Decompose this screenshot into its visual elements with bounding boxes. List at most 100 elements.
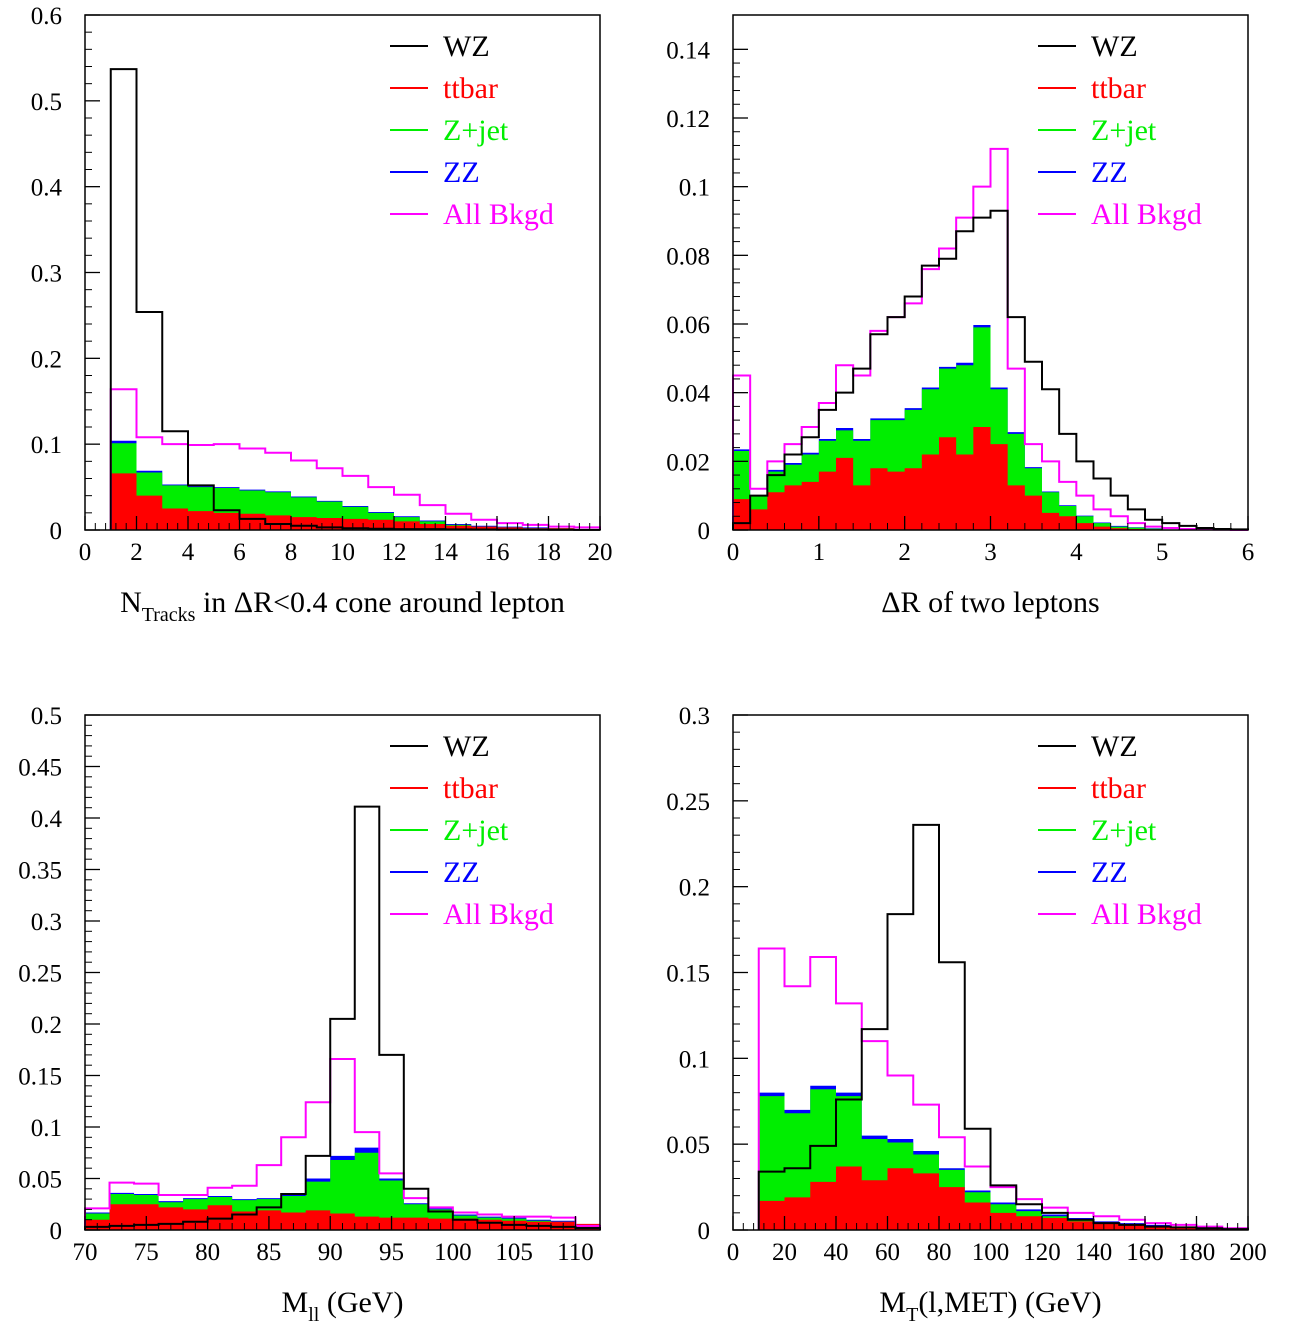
x-axis-title: NTracks in ΔR<0.4 cone around lepton bbox=[120, 586, 565, 626]
x-tick-label: 18 bbox=[536, 539, 561, 566]
legend-label: All Bkgd bbox=[1091, 898, 1202, 931]
legend-label: ttbar bbox=[1091, 772, 1146, 805]
y-tick-label: 0.25 bbox=[666, 789, 710, 816]
chart-panel-2: 0 1 2 3 4 5 6 0 0.02 0.04 0.06 0.08 0.1 0.12 0.14 ΔR of… bbox=[666, 15, 1254, 619]
y-tick-label: 0.1 bbox=[31, 432, 62, 459]
y-tick-label: 0.15 bbox=[18, 1064, 62, 1091]
hist-line-wz bbox=[111, 69, 600, 530]
x-tick-label: 4 bbox=[182, 539, 195, 566]
y-tick-label: 0.08 bbox=[666, 243, 710, 270]
x-tick-label: 1 bbox=[813, 539, 826, 566]
y-tick-label: 0.4 bbox=[31, 175, 63, 202]
legend-label: ttbar bbox=[443, 772, 498, 805]
x-tick-label: 10 bbox=[330, 539, 355, 566]
y-tick-label: 0.1 bbox=[679, 1046, 710, 1073]
x-tick-label: 4 bbox=[1070, 539, 1083, 566]
x-axis-title-subscript: T bbox=[906, 1304, 918, 1326]
y-tick-label: 0.15 bbox=[666, 961, 710, 988]
x-axis-title-rest: (l,MET) (GeV) bbox=[918, 1286, 1101, 1319]
x-tick-label: 20 bbox=[772, 1239, 797, 1266]
x-tick-label: 90 bbox=[318, 1239, 343, 1266]
y-tick-label: 0.2 bbox=[679, 875, 710, 902]
legend-label: ZZ bbox=[1091, 856, 1128, 889]
x-axis-title-main: N bbox=[120, 586, 142, 619]
x-axis-title-rest: in ΔR<0.4 cone around lepton bbox=[195, 586, 564, 619]
x-tick-label: 6 bbox=[1242, 539, 1255, 566]
x-axis-title-subscript: ll bbox=[308, 1304, 320, 1326]
y-tick-label: 0.06 bbox=[666, 312, 710, 339]
legend-label: ZZ bbox=[443, 156, 480, 189]
x-tick-label: 120 bbox=[1023, 1239, 1061, 1266]
x-tick-label: 2 bbox=[130, 539, 143, 566]
x-tick-label: 200 bbox=[1229, 1239, 1267, 1266]
legend-label: WZ bbox=[443, 30, 490, 63]
y-tick-label: 0.5 bbox=[31, 89, 62, 116]
y-tick-label: 0 bbox=[698, 518, 711, 545]
legend-label: WZ bbox=[1091, 730, 1138, 763]
y-tick-label: 0.12 bbox=[666, 106, 710, 133]
x-tick-label: 180 bbox=[1178, 1239, 1216, 1266]
legend-label: ttbar bbox=[443, 72, 498, 105]
x-tick-label: 0 bbox=[79, 539, 92, 566]
y-tick-label: 0.2 bbox=[31, 1012, 62, 1039]
y-tick-label: 0.1 bbox=[31, 1115, 62, 1142]
y-tick-label: 0.25 bbox=[18, 961, 62, 988]
y-tick-label: 0.4 bbox=[31, 806, 63, 833]
chart-panel-4: 0 20 40 60 80 100 120 140 160 180 200 0 0.05 0.1 0.15 0… bbox=[666, 703, 1267, 1326]
y-tick-label: 0.05 bbox=[666, 1132, 710, 1159]
y-tick-label: 0.3 bbox=[679, 703, 710, 730]
chart-panel-1: 0 2 4 6 8 10 12 14 16 18 2000.10.20.30.40.50.6NTra… bbox=[31, 3, 613, 626]
x-tick-label: 75 bbox=[134, 1239, 159, 1266]
x-axis-title-main: ΔR of two leptons bbox=[881, 586, 1099, 619]
x-tick-label: 160 bbox=[1126, 1239, 1164, 1266]
x-tick-label: 70 bbox=[73, 1239, 98, 1266]
chart-panel-3: 70 75 80 85 90 95 100 105 11000.050.10.150.20.25… bbox=[18, 703, 600, 1326]
y-tick-label: 0.1 bbox=[679, 175, 710, 202]
legend-label: Z+jet bbox=[443, 114, 509, 147]
legend-label: Z+jet bbox=[1091, 114, 1157, 147]
legend-label: All Bkgd bbox=[443, 898, 554, 931]
x-tick-label: 0 bbox=[727, 539, 740, 566]
y-tick-label: 0 bbox=[50, 1218, 63, 1245]
x-tick-label: 6 bbox=[233, 539, 246, 566]
x-tick-label: 40 bbox=[824, 1239, 849, 1266]
legend-label: All Bkgd bbox=[443, 198, 554, 231]
x-tick-label: 80 bbox=[927, 1239, 952, 1266]
x-tick-label: 80 bbox=[195, 1239, 220, 1266]
y-tick-label: 0.5 bbox=[31, 703, 62, 730]
plot-frame bbox=[85, 15, 600, 530]
x-axis-title: MT(l,MET) (GeV) bbox=[879, 1286, 1101, 1326]
x-tick-label: 16 bbox=[485, 539, 510, 566]
legend-label: ttbar bbox=[1091, 72, 1146, 105]
plot-frame bbox=[85, 715, 600, 1230]
x-axis-title: Mll (GeV) bbox=[282, 1286, 404, 1326]
x-tick-label: 5 bbox=[1156, 539, 1169, 566]
x-tick-label: 20 bbox=[588, 539, 613, 566]
x-axis-title-main: M bbox=[879, 1286, 906, 1319]
y-tick-label: 0.3 bbox=[31, 909, 62, 936]
legend-label: Z+jet bbox=[443, 814, 509, 847]
x-tick-label: 2 bbox=[898, 539, 911, 566]
x-tick-label: 12 bbox=[382, 539, 407, 566]
x-tick-label: 100 bbox=[972, 1239, 1010, 1266]
legend-label: ZZ bbox=[443, 856, 480, 889]
x-tick-label: 105 bbox=[495, 1239, 533, 1266]
legend-label: ZZ bbox=[1091, 156, 1128, 189]
legend-label: Z+jet bbox=[1091, 814, 1157, 847]
legend-label: WZ bbox=[1091, 30, 1138, 63]
x-tick-label: 100 bbox=[434, 1239, 472, 1266]
x-tick-label: 8 bbox=[285, 539, 298, 566]
x-axis-title-subscript: Tracks bbox=[142, 604, 196, 626]
y-tick-label: 0.02 bbox=[666, 449, 710, 476]
x-tick-label: 0 bbox=[727, 1239, 740, 1266]
x-tick-label: 95 bbox=[379, 1239, 404, 1266]
y-tick-label: 0.14 bbox=[666, 37, 710, 64]
x-tick-label: 110 bbox=[557, 1239, 594, 1266]
x-tick-label: 140 bbox=[1075, 1239, 1113, 1266]
x-tick-label: 14 bbox=[433, 539, 459, 566]
y-tick-label: 0.05 bbox=[18, 1167, 62, 1194]
x-tick-label: 3 bbox=[984, 539, 997, 566]
y-tick-label: 0 bbox=[50, 518, 63, 545]
y-tick-label: 0.45 bbox=[18, 755, 62, 782]
y-tick-label: 0.04 bbox=[666, 381, 710, 408]
